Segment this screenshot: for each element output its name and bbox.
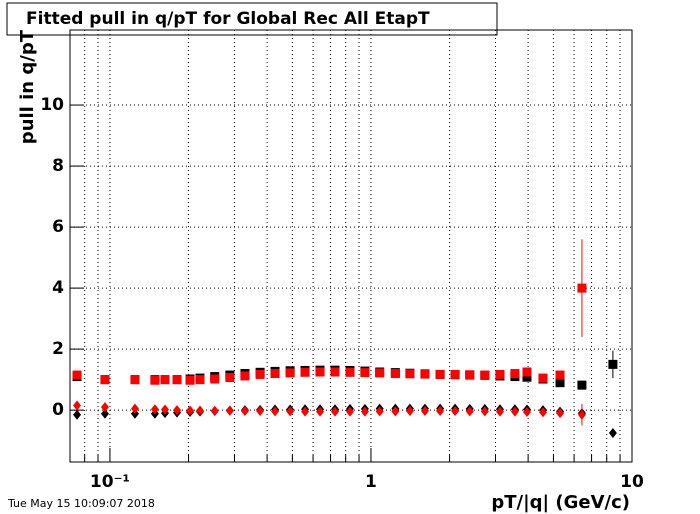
diamond-marker [256, 406, 265, 417]
diamond-marker [225, 405, 234, 416]
square-marker [555, 378, 565, 388]
diamond-marker [465, 406, 474, 417]
x-axis-label: pT/|q| (GeV/c) [491, 492, 630, 513]
diamond-marker [345, 406, 354, 417]
diamond-marker [420, 406, 429, 417]
diamond-marker [195, 405, 204, 416]
x-tick-label: 10⁻¹ [90, 472, 130, 492]
square-marker [255, 369, 265, 379]
diamond-marker [391, 406, 400, 417]
square-marker [172, 375, 182, 385]
diamond-marker [160, 404, 169, 415]
square-marker [100, 375, 110, 385]
diamond-marker [375, 406, 384, 417]
diamond-marker [100, 402, 109, 413]
square-marker [480, 370, 490, 380]
diamond-marker [186, 405, 195, 416]
diamond-marker [538, 407, 547, 418]
diamond-marker [608, 428, 617, 439]
square-marker [555, 370, 565, 380]
square-marker [435, 369, 445, 379]
diamond-marker [150, 404, 159, 415]
square-marker [315, 367, 325, 377]
square-marker [330, 367, 340, 377]
square-marker [522, 372, 532, 382]
diamond-marker [316, 406, 325, 417]
square-marker [420, 369, 430, 379]
square-marker [538, 373, 548, 383]
diamond-marker [556, 408, 565, 419]
diamond-marker [240, 406, 249, 417]
square-marker [522, 367, 532, 377]
diamond-marker [405, 406, 414, 417]
diamond-marker [173, 405, 182, 416]
square-marker [130, 375, 140, 385]
square-marker [495, 369, 505, 379]
square-marker [240, 371, 250, 381]
y-tick-label: 8 [52, 156, 64, 176]
square-marker [405, 369, 415, 379]
diamond-marker [480, 406, 489, 417]
diamond-marker [522, 406, 531, 417]
square-marker [465, 370, 475, 380]
diamond-marker [130, 403, 139, 414]
square-marker [608, 359, 618, 369]
y-tick-label: 4 [52, 278, 64, 298]
diamond-marker [510, 406, 519, 417]
square-marker [185, 375, 195, 385]
square-marker [160, 375, 170, 385]
diamond-marker [130, 408, 139, 419]
frame [69, 29, 633, 463]
diamond-marker [330, 406, 339, 417]
diamond-marker [271, 406, 280, 417]
diamond-marker [451, 406, 460, 417]
plot-area: 0 2 4 6 8 10 10⁻¹ 1 10 [40, 30, 644, 492]
diamond-marker [286, 406, 295, 417]
square-marker [72, 370, 82, 380]
square-marker [195, 375, 205, 385]
diamond-marker [495, 406, 504, 417]
square-marker [225, 372, 235, 382]
square-marker [270, 369, 280, 379]
x-tick-label: 10 [620, 472, 644, 492]
square-marker [360, 368, 370, 378]
diamond-marker [100, 408, 109, 419]
y-tick-label: 0 [52, 400, 64, 420]
y-tick-label: 10 [40, 95, 64, 115]
diamond-marker [73, 400, 82, 411]
square-marker [375, 368, 385, 378]
square-marker [390, 369, 400, 379]
square-marker [450, 369, 460, 379]
square-marker [150, 375, 160, 385]
square-marker [577, 380, 587, 390]
y-axis-label: pull in q/pT [17, 29, 38, 144]
diamond-marker [577, 409, 586, 420]
diamond-marker [73, 409, 82, 420]
diamond-marker [210, 405, 219, 416]
square-marker [300, 367, 310, 377]
diamond-marker [436, 406, 445, 417]
chart-title: Fitted pull in q/pT for Global Rec All E… [26, 9, 430, 29]
diamond-marker [360, 406, 369, 417]
square-marker [345, 367, 355, 377]
x-tick-label: 1 [365, 472, 377, 492]
y-tick-label: 2 [52, 339, 64, 359]
square-marker [577, 283, 587, 293]
y-tick-label: 6 [52, 217, 64, 237]
square-marker [285, 368, 295, 378]
diamond-marker [301, 406, 310, 417]
timestamp: Tue May 15 10:09:07 2018 [7, 497, 155, 510]
square-marker [510, 369, 520, 379]
square-marker [210, 374, 220, 384]
